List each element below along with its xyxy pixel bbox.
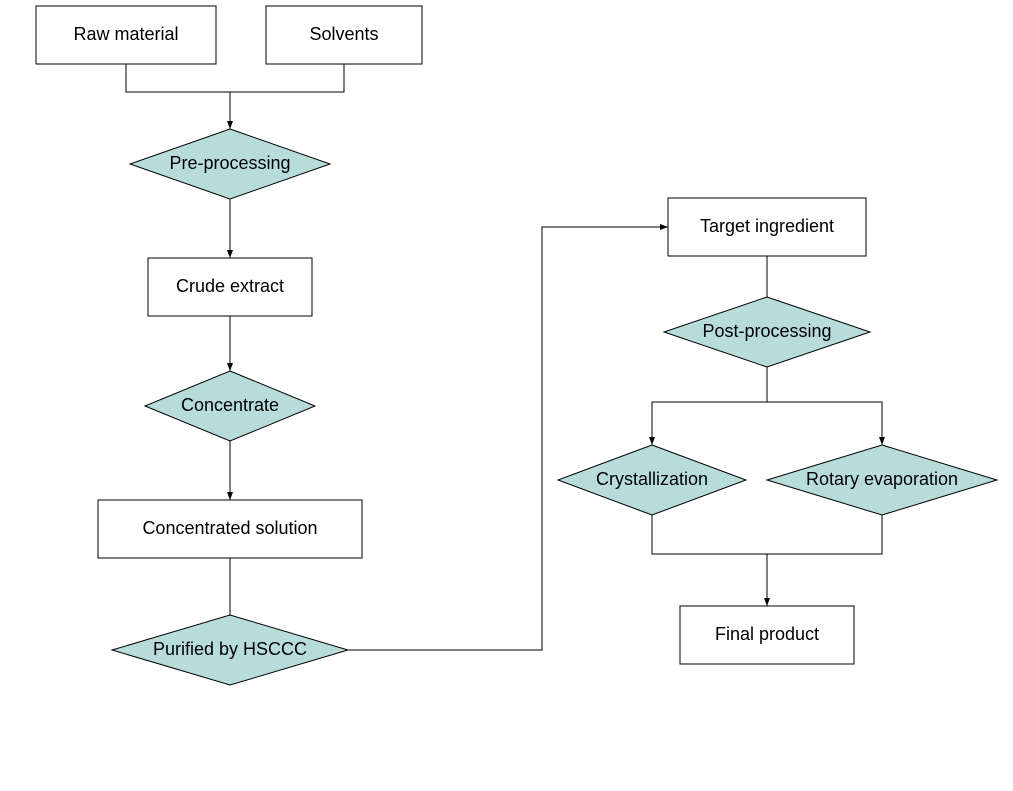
node-conc: Concentrate: [145, 371, 315, 441]
flowchart-canvas: Raw material Solvents Pre-processing Crude …: [0, 0, 1013, 791]
node-target: Target ingredient: [668, 198, 866, 256]
node-label-final: Final product: [715, 624, 819, 644]
node-label-solvents: Solvents: [309, 24, 378, 44]
edge-e_split_cryst: [652, 402, 767, 445]
node-postproc: Post-processing: [664, 297, 870, 367]
node-solvents: Solvents: [266, 6, 422, 64]
node-raw: Raw material: [36, 6, 216, 64]
edge-e_cryst_merge: [652, 515, 882, 554]
node-label-conc: Concentrate: [181, 395, 279, 415]
node-label-hsccc: Purified by HSCCC: [153, 639, 307, 659]
node-label-rotary: Rotary evaporation: [806, 469, 958, 489]
node-rotary: Rotary evaporation: [767, 445, 997, 515]
node-crude: Crude extract: [148, 258, 312, 316]
edge-e_raw_sol_merge: [126, 64, 344, 92]
edge-e_split_rotary: [767, 402, 882, 445]
nodes-group: Raw material Solvents Pre-processing Crude …: [36, 6, 997, 685]
node-label-target: Target ingredient: [700, 216, 834, 236]
node-hsccc: Purified by HSCCC: [112, 615, 348, 685]
node-concsol: Concentrated solution: [98, 500, 362, 558]
node-label-concsol: Concentrated solution: [142, 518, 317, 538]
node-cryst: Crystallization: [558, 445, 746, 515]
node-preproc: Pre-processing: [130, 129, 330, 199]
node-label-postproc: Post-processing: [702, 321, 831, 341]
edge-e_hsccc_target: [348, 227, 668, 650]
node-final: Final product: [680, 606, 854, 664]
node-label-cryst: Crystallization: [596, 469, 708, 489]
node-label-preproc: Pre-processing: [169, 153, 290, 173]
node-label-raw: Raw material: [73, 24, 178, 44]
node-label-crude: Crude extract: [176, 276, 284, 296]
